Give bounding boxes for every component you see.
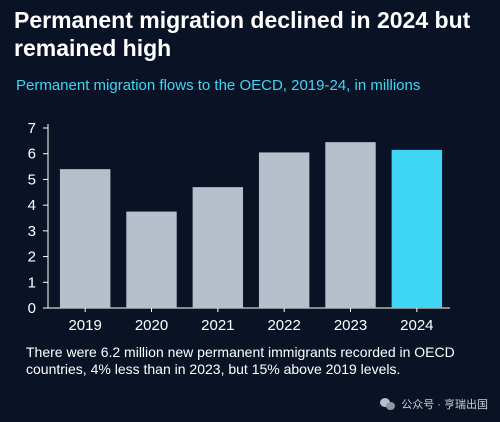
wechat-icon bbox=[380, 397, 396, 411]
y-tick-label: 5 bbox=[28, 171, 36, 188]
bar-chart-svg: 0 1 2 3 4 5 6 7 2019 2020 2021 2022 2023 2024 bbox=[28, 120, 450, 334]
x-tick-label: 2021 bbox=[201, 317, 234, 334]
bar-2019 bbox=[59, 169, 111, 308]
y-tick-label: 0 bbox=[28, 300, 36, 317]
bar-2024 bbox=[391, 149, 443, 308]
x-tick-label: 2023 bbox=[334, 317, 367, 334]
bar-chart: 0 1 2 3 4 5 6 7 2019 2020 2021 2022 2023 2024 bbox=[0, 106, 500, 338]
y-tick-label: 4 bbox=[28, 197, 36, 214]
x-tick-label: 2019 bbox=[68, 317, 101, 334]
bar-2020 bbox=[126, 211, 177, 308]
y-tick-label: 6 bbox=[28, 146, 36, 163]
chart-caption: There were 6.2 million new permanent imm… bbox=[26, 344, 455, 377]
y-tick-label: 1 bbox=[28, 274, 36, 291]
bar-2023 bbox=[325, 142, 376, 308]
y-tick-label: 7 bbox=[28, 120, 36, 137]
y-tick-label: 2 bbox=[28, 249, 36, 266]
watermark-text: 公众号 · 亨瑞出国 bbox=[401, 399, 488, 411]
y-tick-label: 3 bbox=[28, 223, 36, 240]
bar-2022 bbox=[258, 152, 310, 308]
x-tick-label: 2024 bbox=[400, 317, 433, 334]
x-tick-label: 2022 bbox=[267, 317, 300, 334]
bar-2021 bbox=[192, 187, 244, 308]
x-tick-label: 2020 bbox=[135, 317, 168, 334]
watermark: 公众号 · 亨瑞出国 bbox=[380, 396, 488, 412]
chart-title: Permanent migration declined in 2024 but… bbox=[14, 7, 471, 61]
chart-subtitle: Permanent migration flows to the OECD, 2… bbox=[16, 77, 421, 94]
